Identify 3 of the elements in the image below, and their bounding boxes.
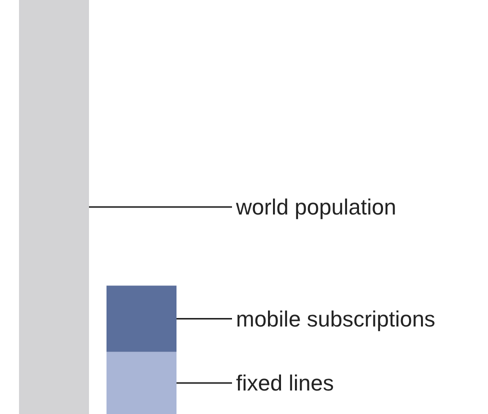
text: world population <box>235 194 396 220</box>
text: fixed lines <box>236 370 334 396</box>
text: mobile subscriptions <box>236 306 436 332</box>
